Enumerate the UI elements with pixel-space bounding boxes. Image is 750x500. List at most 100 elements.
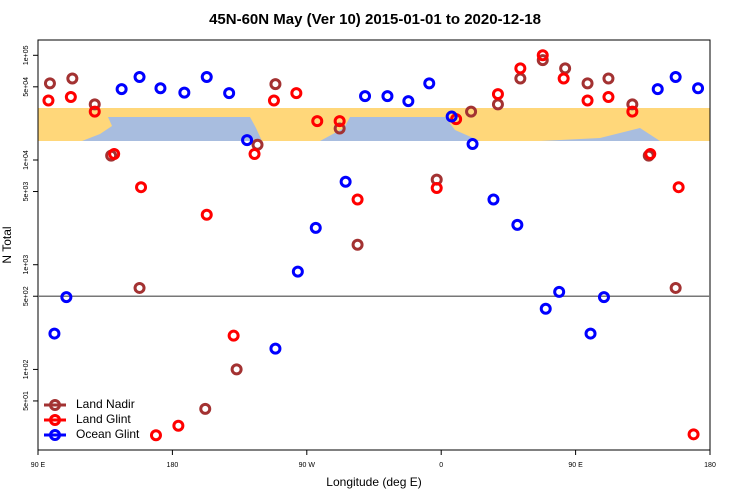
point [669, 71, 682, 84]
y-tick-label: 5e+02 [23, 286, 30, 306]
point [115, 83, 128, 96]
point [536, 54, 549, 67]
y-tick-label: 1e+04 [23, 150, 30, 170]
legend-label: Land Nadir [76, 397, 135, 411]
point [584, 327, 597, 340]
point [227, 329, 240, 342]
map-land [38, 117, 112, 141]
x-tick-label: 90 E [568, 462, 583, 469]
point [88, 105, 101, 118]
point [64, 90, 77, 103]
point [351, 238, 364, 251]
point [359, 90, 372, 103]
point [381, 90, 394, 103]
point [466, 138, 479, 151]
point [178, 86, 191, 99]
point [626, 105, 639, 118]
point [309, 221, 322, 234]
point [269, 78, 282, 91]
point [290, 87, 303, 100]
legend-marker [49, 429, 61, 441]
point [108, 148, 121, 161]
point [154, 82, 167, 95]
point [149, 429, 162, 442]
point [423, 77, 436, 90]
point [597, 291, 610, 304]
x-tick-label: 0 [439, 462, 443, 469]
point [487, 193, 500, 206]
x-tick-label: 180 [704, 462, 716, 469]
point [602, 72, 615, 85]
legend-marker [49, 399, 61, 411]
point [200, 208, 213, 221]
point [339, 175, 352, 188]
point [291, 265, 304, 278]
point [267, 94, 280, 107]
point [133, 71, 146, 84]
point [430, 182, 443, 195]
point [135, 181, 148, 194]
point [553, 285, 566, 298]
legend-label: Land Glint [76, 412, 131, 426]
point [511, 218, 524, 231]
map-land [250, 117, 350, 141]
point [230, 363, 243, 376]
point [644, 148, 657, 161]
point [269, 342, 282, 355]
point [514, 72, 527, 85]
point [172, 419, 185, 432]
legend-label: Ocean Glint [76, 427, 140, 441]
point [248, 148, 261, 161]
point [133, 281, 146, 294]
point [491, 98, 504, 111]
point [687, 428, 700, 441]
y-tick-label: 1e+03 [23, 255, 30, 275]
point [402, 95, 415, 108]
chart-title: 45N-60N May (Ver 10) 2015-01-01 to 2020-… [209, 11, 541, 28]
point [651, 83, 664, 96]
y-tick-label: 1e+02 [23, 359, 30, 379]
point [251, 138, 264, 151]
point [60, 291, 73, 304]
map-strip [38, 108, 710, 141]
map-land [38, 108, 710, 117]
point [669, 281, 682, 294]
point [559, 62, 572, 75]
map-land [445, 117, 710, 141]
y-tick-label: 1e+05 [23, 45, 30, 65]
point [465, 105, 478, 118]
x-tick-label: 90 E [31, 462, 46, 469]
point [199, 402, 212, 415]
plot-frame [37, 39, 711, 451]
point [43, 77, 56, 90]
point [241, 134, 254, 147]
point [672, 181, 685, 194]
point [42, 94, 55, 107]
point [333, 115, 346, 128]
point [626, 98, 639, 111]
point [581, 94, 594, 107]
point [692, 82, 705, 95]
point [491, 88, 504, 101]
point [223, 87, 236, 100]
point [351, 193, 364, 206]
x-tick-label: 180 [167, 462, 179, 469]
y-tick-label: 5e+04 [23, 77, 30, 97]
point [66, 72, 79, 85]
point [333, 122, 346, 135]
point [536, 49, 549, 62]
x-tick-label: 90 W [299, 462, 316, 469]
point [539, 302, 552, 315]
x-axis-label: Longitude (deg E) [326, 475, 421, 489]
point [200, 71, 213, 84]
y-tick-label: 5e+03 [23, 182, 30, 202]
y-tick-label: 5e+01 [23, 391, 30, 411]
point [48, 327, 61, 340]
point [445, 110, 458, 123]
point [602, 90, 615, 103]
point [311, 115, 324, 128]
point [88, 98, 101, 111]
point [581, 77, 594, 90]
y-axis-label: N Total [0, 226, 14, 263]
